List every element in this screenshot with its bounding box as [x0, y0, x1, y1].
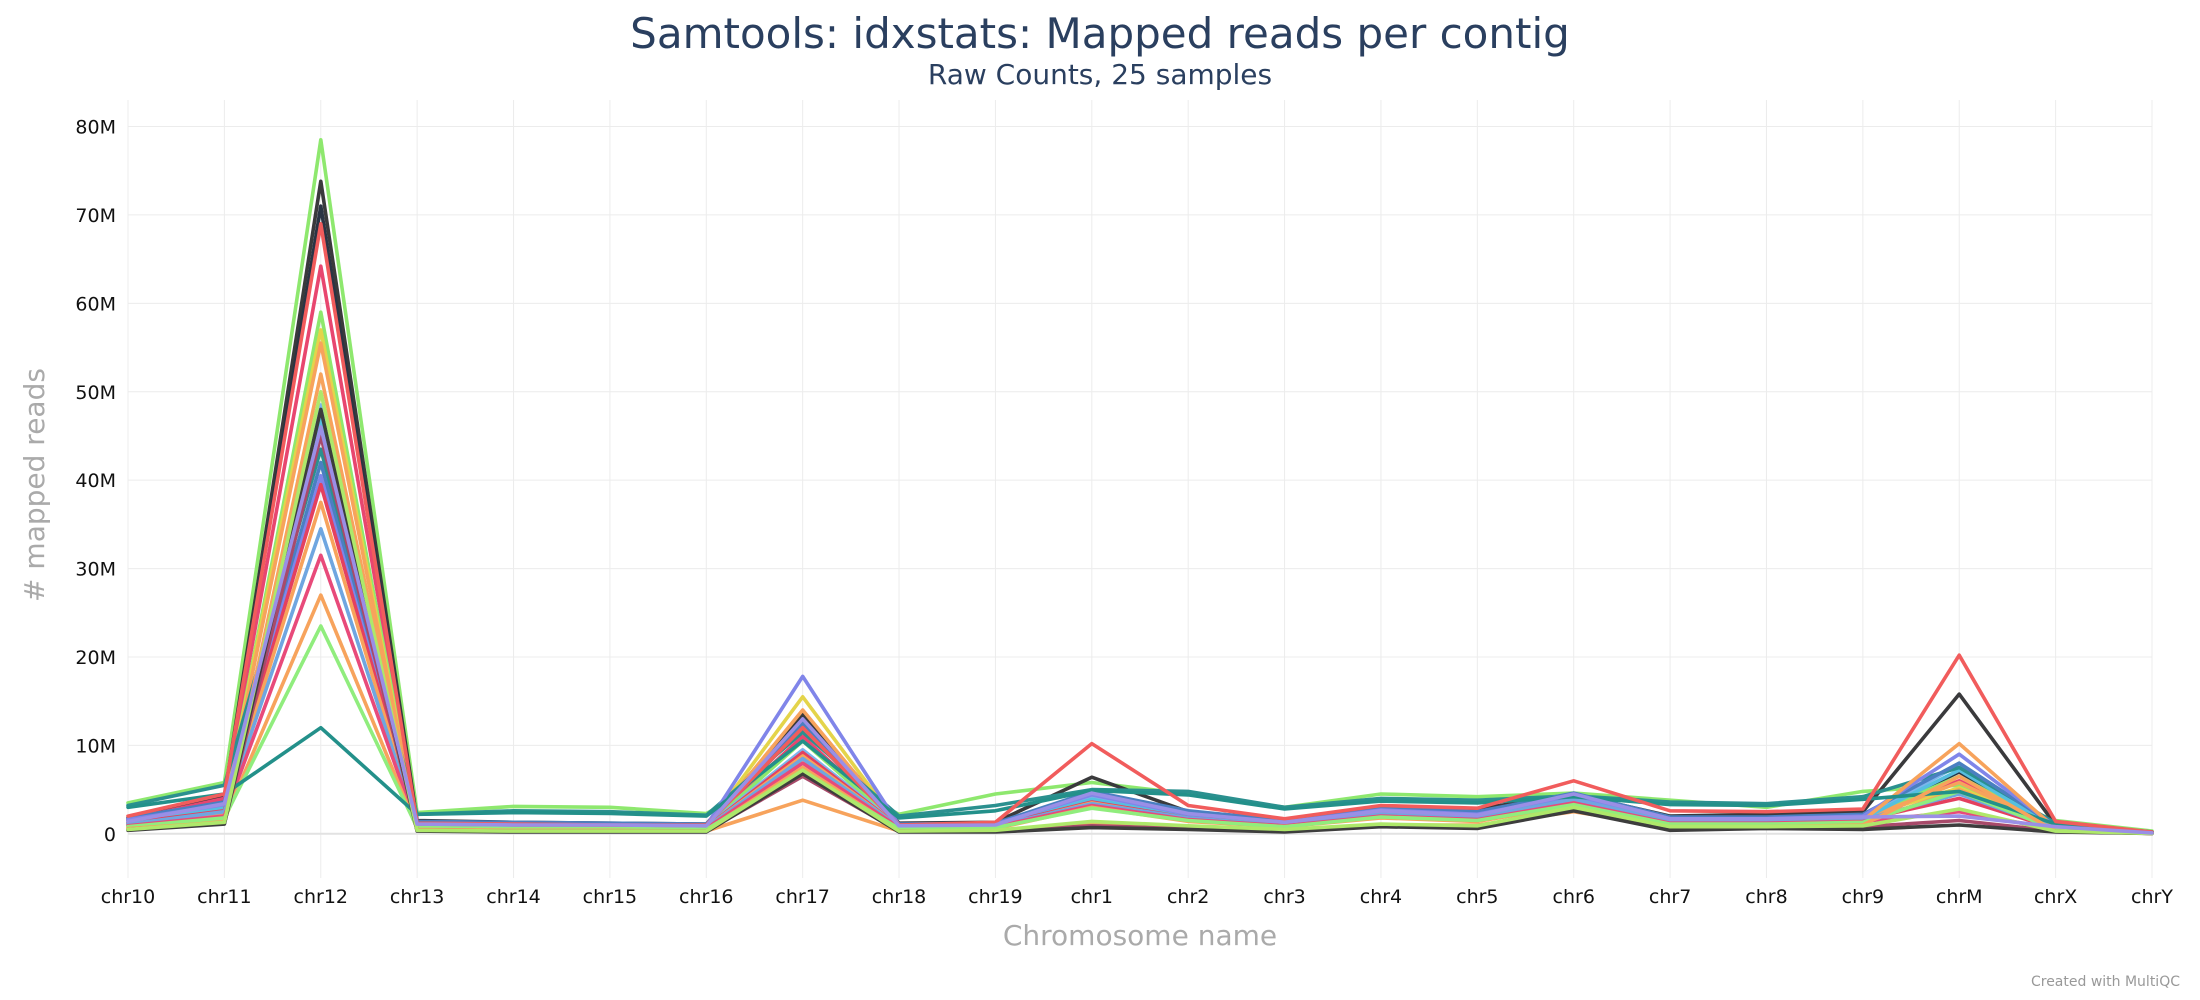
y-tick-label: 20M — [75, 647, 116, 669]
series-line-12[interactable] — [126, 473, 2154, 835]
series-line-24[interactable] — [126, 389, 2154, 836]
x-tick-label: chrX — [2034, 886, 2077, 908]
x-tick-label: chr19 — [968, 886, 1022, 908]
x-tick-label: chrY — [2131, 886, 2173, 908]
grid — [127, 100, 2153, 878]
series-line-2[interactable] — [126, 179, 2154, 834]
x-tick-label: chr6 — [1553, 886, 1595, 908]
x-tick-label: chr13 — [390, 886, 444, 908]
series-line-7[interactable] — [126, 341, 2154, 835]
series-line-3[interactable] — [126, 204, 2154, 835]
series-line-25[interactable] — [126, 425, 2154, 835]
series-line-8[interactable] — [126, 403, 2154, 835]
x-tick-label: chrM — [1936, 886, 1983, 908]
series-line-21[interactable] — [126, 372, 2154, 836]
x-tick-label: chr1 — [1071, 886, 1113, 908]
x-tick-label: chr7 — [1649, 886, 1691, 908]
x-axis-ticks: chr10 chr11 chr12 chr13 chr14 chr15 chr16 chr17… — [101, 886, 2174, 908]
y-tick-label: 10M — [75, 735, 116, 757]
x-tick-label: chr9 — [1842, 886, 1884, 908]
y-axis-ticks: 0 10M 20M 30M 40M 50M 60M 70M 80M — [75, 117, 116, 846]
series-line-14[interactable] — [126, 500, 2154, 835]
y-tick-label: 40M — [75, 470, 116, 492]
x-tick-label: chr17 — [775, 886, 829, 908]
y-tick-label: 0 — [104, 824, 116, 846]
x-tick-label: chr10 — [101, 886, 155, 908]
x-tick-label: chr14 — [486, 886, 540, 908]
chart-title: Samtools: idxstats: Mapped reads per con… — [630, 9, 1570, 58]
series-line-20[interactable] — [126, 222, 2154, 834]
x-tick-label: chr4 — [1360, 886, 1402, 908]
x-tick-label: chr18 — [872, 886, 926, 908]
y-tick-label: 60M — [75, 293, 116, 315]
series-line-5[interactable] — [126, 310, 2154, 835]
series-line-4[interactable] — [126, 264, 2154, 835]
x-tick-label: chr16 — [679, 886, 733, 908]
series-lines[interactable] — [126, 138, 2154, 836]
x-tick-label: chr11 — [197, 886, 251, 908]
y-axis-label: # mapped reads — [18, 368, 51, 602]
series-line-23[interactable] — [126, 407, 2154, 836]
y-tick-label: 30M — [75, 559, 116, 581]
series-line-1[interactable] — [126, 138, 2154, 833]
y-tick-label: 80M — [75, 117, 116, 139]
chart-subtitle: Raw Counts, 25 samples — [928, 58, 1272, 91]
x-tick-label: chr3 — [1263, 886, 1305, 908]
x-tick-label: chr15 — [583, 886, 637, 908]
series-line-13[interactable] — [126, 482, 2154, 835]
x-tick-label: chr12 — [294, 886, 348, 908]
series-line-6[interactable] — [126, 328, 2154, 835]
x-axis-label: Chromosome name — [1003, 919, 1277, 952]
series-line-11[interactable] — [126, 460, 2154, 835]
series-line-19[interactable] — [126, 725, 2154, 834]
x-tick-label: chr2 — [1167, 886, 1209, 908]
credit-text: Created with MultiQC — [2031, 974, 2180, 990]
y-tick-label: 50M — [75, 382, 116, 404]
y-tick-label: 70M — [75, 205, 116, 227]
x-tick-label: chr8 — [1745, 886, 1787, 908]
x-tick-label: chr5 — [1456, 886, 1498, 908]
